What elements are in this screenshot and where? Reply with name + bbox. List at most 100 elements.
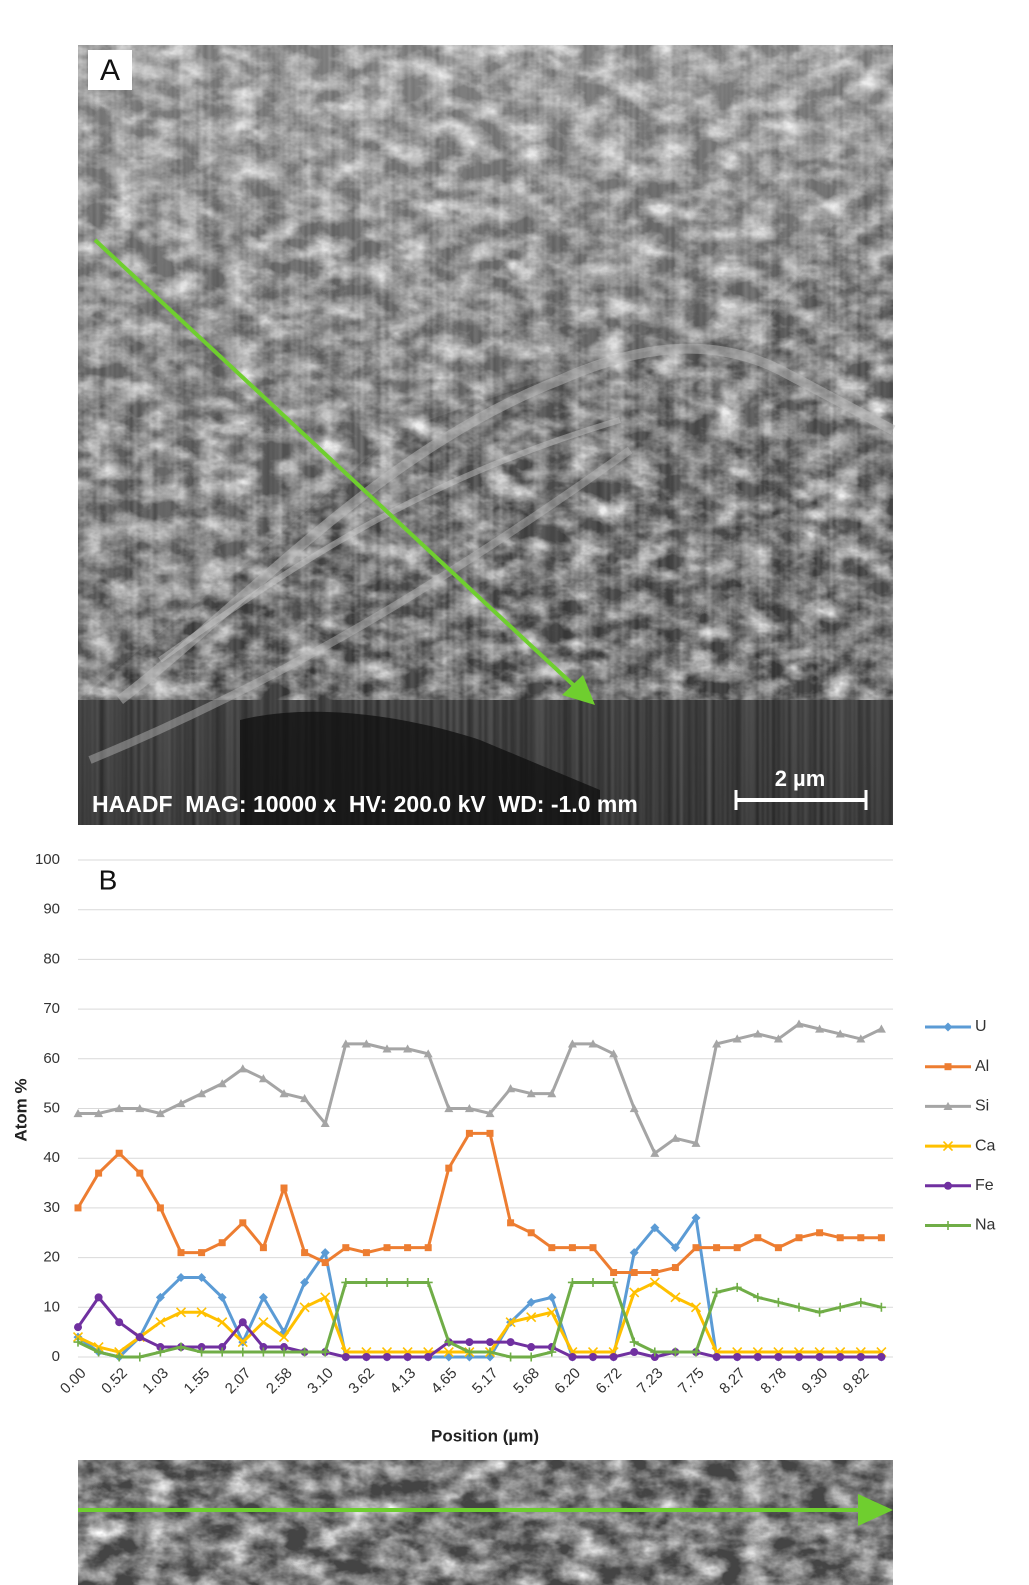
- data-point: [527, 1353, 536, 1362]
- data-point: [507, 1338, 515, 1346]
- legend-marker: [944, 1023, 953, 1032]
- data-point: [734, 1244, 741, 1251]
- data-point: [362, 1278, 371, 1287]
- data-point: [136, 1170, 143, 1177]
- data-point: [672, 1264, 679, 1271]
- x-tick-label: 8.27: [716, 1365, 749, 1398]
- data-point: [507, 1219, 514, 1226]
- data-point: [444, 1353, 453, 1362]
- data-point: [342, 1353, 350, 1361]
- data-point: [796, 1234, 803, 1241]
- data-point: [239, 1318, 247, 1326]
- data-point: [219, 1239, 226, 1246]
- scale-bar-label: 2 µm: [775, 766, 826, 791]
- y-tick-label: 100: [35, 851, 60, 868]
- data-point: [115, 1318, 123, 1326]
- data-point: [136, 1333, 144, 1341]
- data-point: [198, 1249, 205, 1256]
- panel-label: B: [99, 864, 118, 895]
- y-tick-label: 20: [43, 1249, 60, 1266]
- data-point: [733, 1353, 741, 1361]
- x-tick-label: 7.23: [634, 1365, 667, 1398]
- data-point: [795, 1353, 803, 1361]
- x-tick-label: 6.72: [593, 1365, 626, 1398]
- data-point: [425, 1244, 432, 1251]
- data-point: [877, 1353, 885, 1361]
- data-point: [569, 1244, 576, 1251]
- legend-label: Si: [975, 1098, 989, 1115]
- x-tick-label: 7.75: [675, 1365, 708, 1398]
- y-tick-label: 30: [43, 1199, 60, 1216]
- data-point: [404, 1244, 411, 1251]
- data-point: [815, 1308, 824, 1317]
- micrograph: A HAADF MAG: 10000 x HV: 200.0 kV WD: -1…: [78, 45, 893, 825]
- data-point: [631, 1269, 638, 1276]
- x-tick-label: 1.55: [181, 1365, 214, 1398]
- data-point: [589, 1353, 597, 1361]
- data-point: [342, 1244, 349, 1251]
- legend-label: Fe: [975, 1177, 994, 1194]
- x-axis-title: Position (µm): [431, 1426, 539, 1445]
- data-point: [857, 1234, 864, 1241]
- legend-label: Ca: [975, 1137, 996, 1154]
- legend-marker: [944, 1221, 953, 1230]
- data-point: [837, 1234, 844, 1241]
- image-info: HAADF MAG: 10000 x HV: 200.0 kV WD: -1.0…: [92, 791, 638, 817]
- data-point: [487, 1130, 494, 1137]
- data-point: [630, 1348, 638, 1356]
- data-point: [322, 1259, 329, 1266]
- y-tick-label: 80: [43, 950, 60, 967]
- data-point: [754, 1234, 761, 1241]
- data-point: [548, 1244, 555, 1251]
- chart: B Position (µm) Atom % 01020304050607080…: [11, 851, 995, 1446]
- x-tick-label: 0.00: [57, 1365, 90, 1398]
- x-tick-label: 3.62: [345, 1365, 378, 1398]
- x-tick-label: 5.17: [469, 1365, 502, 1398]
- data-point: [424, 1278, 433, 1287]
- data-point: [135, 1353, 144, 1362]
- data-point: [321, 1348, 330, 1357]
- data-point: [610, 1353, 618, 1361]
- data-point: [178, 1249, 185, 1256]
- y-tick-label: 90: [43, 901, 60, 918]
- page: {"image_a": {"panel_label": "A", "info":…: [0, 0, 1029, 1585]
- data-point: [260, 1244, 267, 1251]
- x-tick-label: 0.52: [98, 1365, 131, 1398]
- data-point: [877, 1024, 886, 1032]
- x-tick-label: 2.07: [222, 1365, 255, 1398]
- x-tick-label: 4.13: [387, 1365, 420, 1398]
- data-point: [445, 1165, 452, 1172]
- data-point: [693, 1244, 700, 1251]
- x-tick-label: 8.78: [757, 1365, 790, 1398]
- data-point: [754, 1353, 762, 1361]
- data-point: [281, 1185, 288, 1192]
- data-point: [341, 1278, 350, 1287]
- data-point: [878, 1234, 885, 1241]
- data-point: [301, 1249, 308, 1256]
- data-point: [568, 1278, 577, 1287]
- data-point: [816, 1229, 823, 1236]
- panel-label: A: [100, 54, 120, 87]
- data-point: [610, 1269, 617, 1276]
- data-point: [300, 1348, 309, 1357]
- data-point: [528, 1229, 535, 1236]
- legend-marker: [945, 1063, 952, 1070]
- data-point: [383, 1278, 392, 1287]
- data-point: [774, 1298, 783, 1307]
- data-point: [363, 1249, 370, 1256]
- data-point: [157, 1204, 164, 1211]
- data-point: [527, 1343, 535, 1351]
- data-point: [589, 1278, 598, 1287]
- data-point: [259, 1318, 268, 1327]
- y-tick-label: 60: [43, 1050, 60, 1067]
- legend-label: U: [975, 1018, 987, 1035]
- data-point: [95, 1170, 102, 1177]
- y-axis-title: Atom %: [11, 1078, 30, 1141]
- x-tick-label: 3.10: [304, 1365, 337, 1398]
- x-tick-label: 6.20: [551, 1365, 584, 1398]
- x-tick-label: 5.68: [510, 1365, 543, 1398]
- legend-marker: [944, 1182, 952, 1190]
- data-point: [362, 1353, 370, 1361]
- y-tick-label: 0: [52, 1348, 60, 1365]
- data-point: [466, 1130, 473, 1137]
